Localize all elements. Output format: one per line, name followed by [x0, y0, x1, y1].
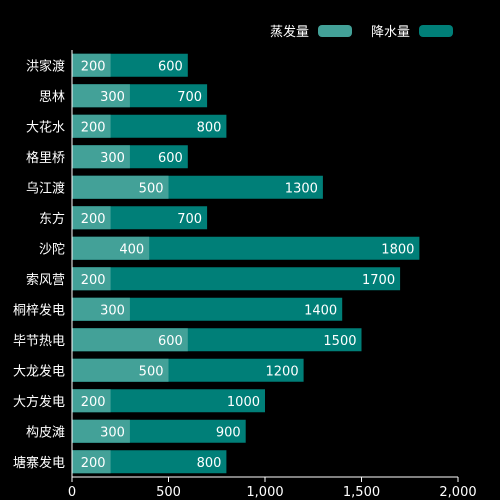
evaporation-value-label-2: 200 — [81, 120, 106, 135]
bar-evaporation-2[interactable] — [72, 114, 111, 138]
legend-item-1[interactable]: 降水量 — [371, 25, 453, 40]
evaporation-value-label-4: 500 — [139, 181, 164, 196]
precipitation-value-label-9: 1500 — [323, 334, 356, 349]
evaporation-value-label-3: 300 — [100, 151, 125, 166]
bar-evaporation-6[interactable] — [72, 236, 150, 260]
bar-precipitation-7[interactable] — [72, 267, 401, 291]
category-label-2: 大花水 — [26, 119, 65, 135]
legend: 蒸发量 降水量 — [270, 24, 453, 40]
evaporation-value-label-5: 200 — [81, 212, 106, 227]
category-label-0: 洪家渡 — [26, 58, 65, 74]
precipitation-value-label-13: 800 — [197, 456, 222, 471]
legend-swatch-0 — [318, 25, 352, 37]
evaporation-value-label-7: 200 — [81, 273, 106, 288]
bar-evaporation-0[interactable] — [72, 53, 111, 77]
precipitation-value-label-6: 1800 — [381, 242, 414, 257]
bar-precipitation-11[interactable] — [72, 389, 265, 413]
x-tick-label-1: 500 — [156, 485, 181, 500]
category-label-9: 毕节热电 — [13, 334, 65, 349]
precipitation-value-label-5: 700 — [177, 212, 202, 227]
bar-evaporation-10[interactable] — [72, 358, 169, 382]
evaporation-value-label-6: 400 — [119, 242, 144, 257]
bar-precipitation-6[interactable] — [72, 236, 420, 260]
bar-evaporation-11[interactable] — [72, 389, 111, 413]
evaporation-value-label-12: 300 — [100, 425, 125, 440]
precipitation-value-label-1: 700 — [177, 90, 202, 105]
evaporation-value-label-9: 600 — [158, 334, 183, 349]
bar-evaporation-13[interactable] — [72, 450, 111, 474]
precipitation-value-label-3: 600 — [158, 151, 183, 166]
category-label-6: 沙陀 — [39, 241, 65, 257]
x-tick-label-2: 1,000 — [246, 485, 283, 500]
legend-item-0[interactable]: 蒸发量 — [270, 24, 352, 40]
category-label-7: 索风营 — [26, 273, 65, 288]
bar-evaporation-7[interactable] — [72, 267, 111, 291]
category-labels: 洪家渡思林大花水格里桥乌江渡东方沙陀索风营桐梓发电毕节热电大龙发电大方发电构皮滩… — [13, 58, 65, 471]
evaporation-value-label-13: 200 — [81, 456, 106, 471]
category-label-12: 构皮滩 — [26, 425, 65, 440]
bar-evaporation-5[interactable] — [72, 206, 111, 230]
evaporation-value-label-8: 300 — [100, 303, 125, 318]
legend-swatch-1 — [419, 25, 453, 37]
category-label-5: 东方 — [39, 211, 65, 227]
precipitation-value-label-0: 600 — [158, 59, 183, 74]
precipitation-value-label-7: 1700 — [362, 273, 395, 288]
evaporation-value-label-11: 200 — [81, 395, 106, 410]
precipitation-value-label-8: 1400 — [304, 303, 337, 318]
bar-evaporation-12[interactable] — [72, 419, 130, 443]
category-label-13: 塘寨发电 — [13, 455, 65, 471]
category-label-1: 思林 — [39, 90, 65, 105]
x-tick-label-4: 2,000 — [439, 485, 476, 500]
value-labels: 200 600 300 700 200 800 300 600 500 1300 200 700 400… — [81, 59, 415, 471]
precipitation-value-label-2: 800 — [197, 120, 222, 135]
precipitation-value-label-10: 1200 — [266, 364, 299, 379]
category-label-3: 格里桥 — [26, 150, 65, 166]
category-label-4: 乌江渡 — [26, 180, 65, 196]
bar-evaporation-8[interactable] — [72, 297, 130, 321]
bar-precipitation-8[interactable] — [72, 297, 343, 321]
category-label-8: 桐梓发电 — [13, 302, 65, 318]
precipitation-value-label-12: 900 — [216, 425, 241, 440]
x-tick-label-0: 0 — [68, 485, 76, 500]
precipitation-value-label-11: 1000 — [227, 395, 260, 410]
evaporation-value-label-1: 300 — [100, 90, 125, 105]
bar-evaporation-1[interactable] — [72, 84, 130, 108]
legend-label-0: 蒸发量 — [270, 24, 309, 40]
x-axis: 0 500 1,000 1,500 2,000 — [68, 50, 477, 500]
legend-label-1: 降水量 — [371, 25, 410, 40]
bar-evaporation-3[interactable] — [72, 145, 130, 169]
bar-evaporation-9[interactable] — [72, 328, 188, 352]
category-label-11: 大方发电 — [13, 394, 65, 410]
category-label-10: 大龙发电 — [13, 363, 65, 379]
bars-layer — [72, 53, 420, 474]
bar-evaporation-4[interactable] — [72, 175, 169, 199]
evaporation-value-label-10: 500 — [139, 364, 164, 379]
x-tick-label-3: 1,500 — [343, 485, 380, 500]
precipitation-value-label-4: 1300 — [285, 181, 318, 196]
evaporation-value-label-0: 200 — [81, 59, 106, 74]
